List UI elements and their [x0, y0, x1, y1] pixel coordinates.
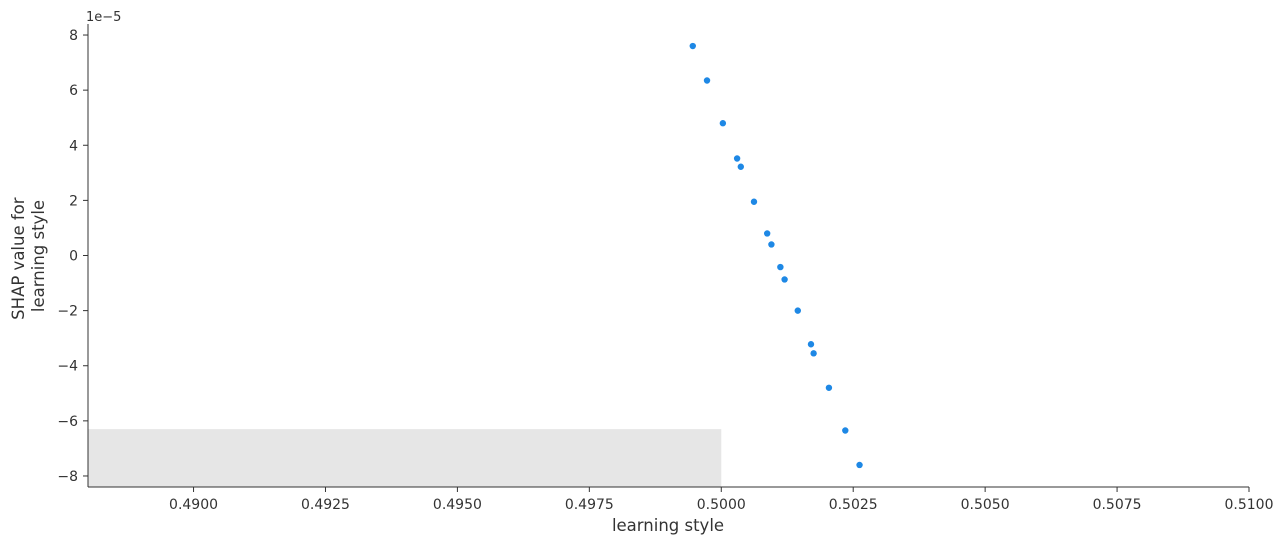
y-tick-label: −2: [57, 304, 78, 320]
data-point-5: [737, 163, 744, 170]
data-point-1: [689, 42, 696, 50]
data-point-2: [703, 77, 711, 84]
histogram-bar: [88, 429, 722, 487]
x-tick-label: 0.5075: [1093, 497, 1142, 513]
x-tick-label: 0.5025: [829, 497, 878, 513]
data-point-12: [807, 341, 815, 348]
y-tick-label: 2: [69, 193, 78, 209]
scatter-points-layer: [689, 42, 863, 469]
axes-layer: [87, 24, 1249, 488]
x-ticks-layer: 0.4900 0.4925 0.4950 0.4975 0.5000 0.5025 0.50…: [169, 487, 1274, 513]
x-tick-label: 0.4925: [301, 497, 350, 513]
y-ticks-layer: 8 6 4 2 0 −2 −4 −6 −8: [57, 28, 88, 485]
y-tick-label: −4: [57, 359, 78, 375]
x-tick-label: 0.4900: [169, 497, 218, 513]
data-point-4: [733, 155, 741, 162]
x-tick-label: 0.5050: [961, 497, 1010, 513]
y-tick-label: 4: [69, 138, 78, 154]
histogram-background-layer: [88, 429, 722, 487]
x-tick-label: 0.5000: [697, 497, 746, 513]
y-axis-label-line-1: SHAP value for: [9, 197, 28, 320]
y-offset-label: 1e−5: [86, 10, 121, 25]
y-tick-label: −8: [57, 469, 78, 485]
data-point-13: [810, 350, 817, 357]
data-point-15: [842, 427, 849, 434]
data-point-8: [768, 241, 775, 248]
y-axis-label-line-2: learning style: [29, 200, 48, 312]
data-point-16: [856, 461, 863, 469]
x-tick-label: 0.4975: [565, 497, 614, 513]
data-point-14: [825, 384, 833, 391]
y-tick-label: 6: [69, 83, 78, 99]
y-tick-label: −6: [57, 414, 78, 430]
data-point-11: [794, 307, 801, 314]
data-point-10: [781, 276, 788, 283]
data-point-3: [719, 120, 727, 127]
y-tick-label: 8: [69, 28, 78, 44]
data-point-7: [763, 230, 771, 237]
x-tick-label: 0.4950: [433, 497, 482, 513]
x-axis-label: learning style: [612, 516, 724, 535]
y-tick-label: 0: [69, 249, 78, 265]
data-point-6: [750, 198, 758, 205]
x-tick-label: 0.5100: [1225, 497, 1274, 513]
data-point-9: [777, 263, 784, 271]
y-axis-label: SHAP value for learning style: [9, 192, 48, 320]
